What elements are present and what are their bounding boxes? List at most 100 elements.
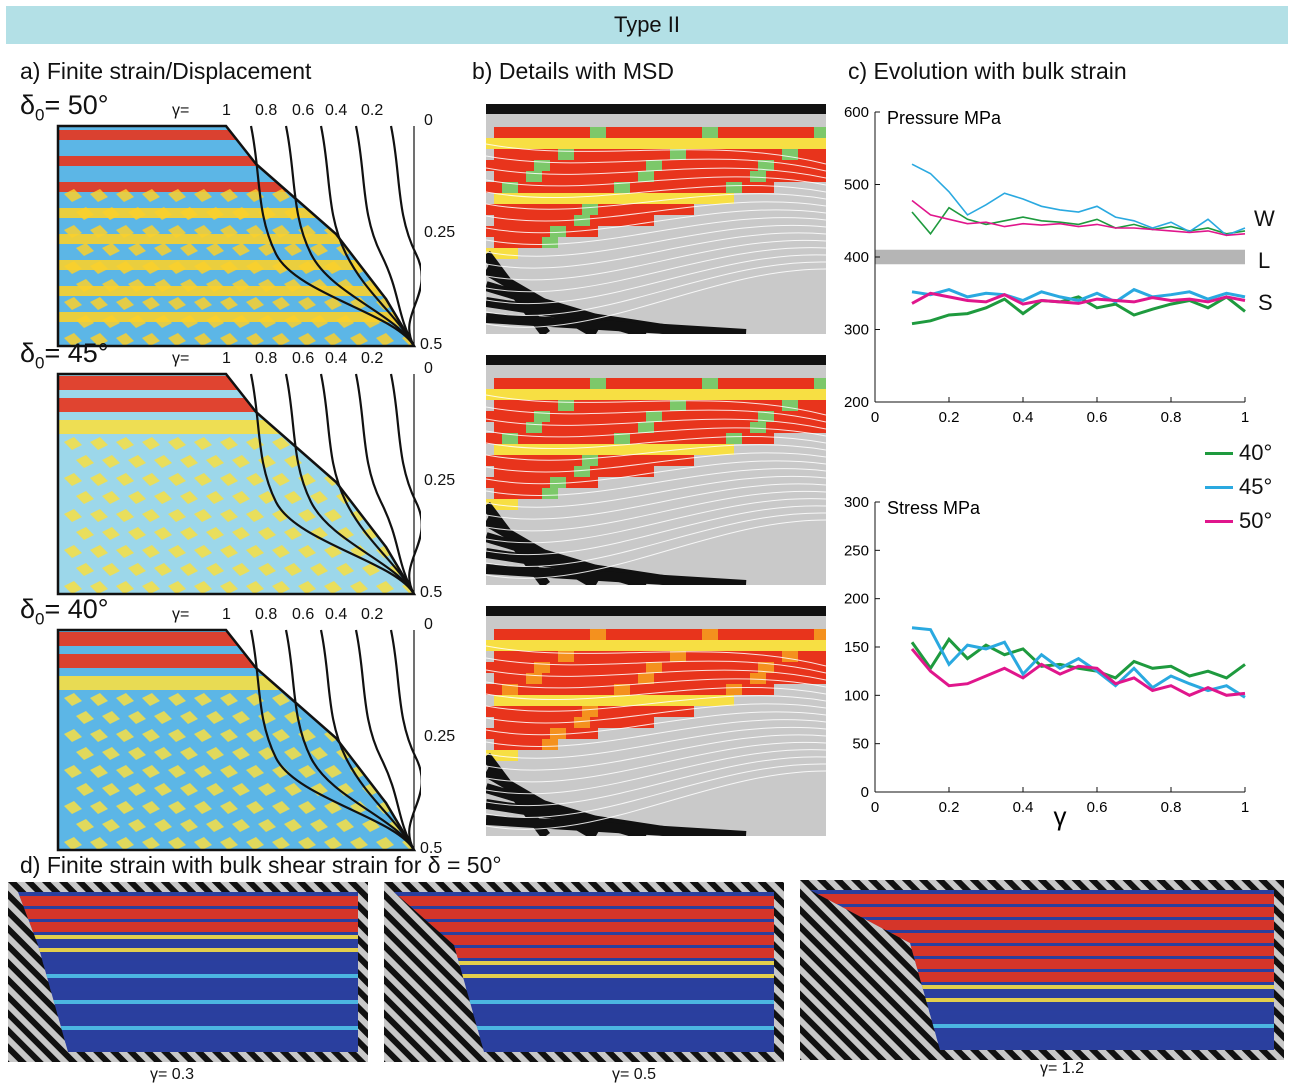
x-tick-label: 0.8 xyxy=(1161,799,1182,816)
gamma-tick: 0.2 xyxy=(361,350,384,367)
panel-a-title: a) Finite strain/Displacement xyxy=(20,58,312,84)
gamma-tick: 1 xyxy=(222,350,231,367)
x-tick-label: 0.4 xyxy=(1013,409,1034,426)
x-tick-label: 1 xyxy=(1241,409,1249,426)
x-tick-label: 0 xyxy=(871,409,879,426)
y-tick-label: 600 xyxy=(844,104,869,121)
delta-subscript: 0 xyxy=(35,353,45,373)
series-line-45deg xyxy=(911,287,1246,304)
gamma-tick: 0.4 xyxy=(325,350,348,367)
depth-tick: 0.5 xyxy=(420,840,443,857)
gamma-tick: 0.8 xyxy=(255,102,278,119)
x-tick-label: 0.8 xyxy=(1161,409,1182,426)
depth-tick: 0 xyxy=(424,112,433,129)
delta-angle: = 40° xyxy=(44,594,109,624)
y-tick-label: 200 xyxy=(844,591,869,608)
panel-c-title: c) Evolution with bulk strain xyxy=(848,58,1127,84)
l-label: L xyxy=(1258,248,1271,273)
legend-label: 40° xyxy=(1239,440,1273,465)
finite-strain-map xyxy=(56,124,421,348)
delta-symbol: δ xyxy=(20,594,36,624)
legend-swatch xyxy=(1205,485,1233,489)
gamma-tick: 0.6 xyxy=(292,350,315,367)
gamma-prefix: γ= xyxy=(172,350,190,367)
finite-strain-map xyxy=(56,372,421,596)
liquid-band xyxy=(875,249,1245,265)
gamma-tick: 0.4 xyxy=(325,102,348,119)
gamma-tick: 0.2 xyxy=(361,102,384,119)
panel-b-title: b) Details with MSD xyxy=(472,58,674,84)
depth-tick: 0.5 xyxy=(420,584,443,601)
delta-label: δ0= 45° xyxy=(20,338,109,373)
series-line-50deg xyxy=(910,647,1246,697)
delta-subscript: 0 xyxy=(35,609,45,629)
gamma-tick: 0.8 xyxy=(255,350,278,367)
y-tick-label: 500 xyxy=(844,177,869,194)
depth-tick: 0 xyxy=(424,360,433,377)
y-tick-label: 100 xyxy=(844,687,869,704)
depth-tick: 0.25 xyxy=(424,728,456,745)
gamma-tick: 0.2 xyxy=(361,606,384,623)
series-line-40deg xyxy=(910,636,1246,680)
shear-strain-snapshot xyxy=(800,880,1284,1060)
legend-label: 45° xyxy=(1239,474,1273,499)
series-line-50deg xyxy=(911,291,1246,306)
banner-title: Type II xyxy=(613,12,681,37)
depth-tick: 0.5 xyxy=(420,336,443,353)
x-tick-label: 1 xyxy=(1241,799,1249,816)
delta-subscript: 0 xyxy=(35,105,45,125)
delta-symbol: δ xyxy=(20,338,36,368)
gamma-caption: γ= 0.3 xyxy=(150,1066,195,1083)
x-tick-label: 0.6 xyxy=(1087,409,1108,426)
gamma-tick: 1 xyxy=(222,606,231,623)
w-label: W xyxy=(1254,206,1275,231)
msd-detail-map xyxy=(486,606,826,836)
legend: 40° 45° 50° xyxy=(1205,440,1272,534)
delta-label: δ0= 40° xyxy=(20,594,109,629)
delta-label: δ0= 50° xyxy=(20,90,109,125)
stress-chart: 300 250 200 150 100 50 00 0.2 0.4 0.6 0.8 1 Stress M… xyxy=(844,494,1249,831)
s-label: S xyxy=(1258,290,1273,315)
legend-swatch xyxy=(1205,519,1233,523)
legend-item-40: 40° xyxy=(1205,440,1272,466)
gamma-tick: 0.6 xyxy=(292,102,315,119)
gamma-prefix: γ= xyxy=(172,102,190,119)
legend-item-50: 50° xyxy=(1205,508,1272,534)
series-line-45deg xyxy=(911,626,1246,699)
msd-detail-map xyxy=(486,355,826,585)
y-axis-label: Stress MPa xyxy=(887,498,981,518)
y-tick-label: 250 xyxy=(844,542,869,559)
panel-d-title: d) Finite strain with bulk shear strain … xyxy=(20,852,502,878)
legend-swatch xyxy=(1205,451,1233,455)
delta-angle: = 50° xyxy=(44,90,109,120)
y-tick-label: 300 xyxy=(844,322,869,339)
x-tick-label: 0.4 xyxy=(1013,799,1034,816)
figure-banner: Type II xyxy=(6,6,1288,44)
y-tick-label: 200 xyxy=(844,394,869,411)
delta-angle: = 45° xyxy=(44,338,109,368)
gamma-caption: γ= 1.2 xyxy=(1040,1060,1085,1077)
legend-item-45: 45° xyxy=(1205,474,1272,500)
gamma-tick: 0.6 xyxy=(292,606,315,623)
y-tick-label: 0 xyxy=(861,784,869,801)
y-tick-label: 150 xyxy=(844,639,869,656)
series-line-50deg xyxy=(911,199,1246,237)
shear-strain-snapshot xyxy=(8,882,368,1062)
gamma-tick: 1 xyxy=(222,102,231,119)
gamma-prefix: γ= xyxy=(172,606,190,623)
x-tick-label: 0.2 xyxy=(939,799,960,816)
x-tick-label: 0.2 xyxy=(939,409,960,426)
finite-strain-map xyxy=(56,628,421,852)
legend-label: 50° xyxy=(1239,508,1273,533)
gamma-tick: 0.8 xyxy=(255,606,278,623)
shear-strain-snapshot xyxy=(384,882,784,1062)
depth-tick: 0 xyxy=(424,616,433,633)
y-tick-label: 300 xyxy=(844,494,869,511)
delta-symbol: δ xyxy=(20,90,36,120)
depth-tick: 0.25 xyxy=(424,472,456,489)
gamma-tick: 0.4 xyxy=(325,606,348,623)
depth-tick: 0.25 xyxy=(424,224,456,241)
y-axis-label: Pressure MPa xyxy=(887,108,1002,128)
y-tick-label: 400 xyxy=(844,249,869,266)
